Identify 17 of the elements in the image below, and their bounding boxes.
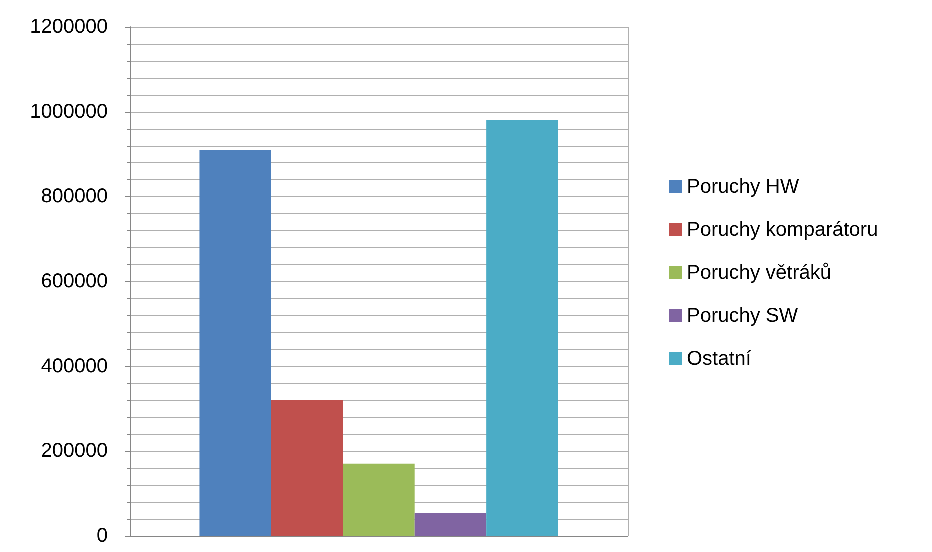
bar <box>343 464 415 536</box>
bar <box>486 120 558 536</box>
bar <box>200 150 272 536</box>
legend-label: Ostatní <box>687 348 752 370</box>
bar <box>271 400 344 536</box>
y-tick-label: 200000 <box>41 440 108 462</box>
y-tick-label: 1000000 <box>30 100 108 123</box>
y-tick-label: 0 <box>96 525 108 547</box>
legend-label: Poruchy SW <box>687 305 798 327</box>
bar <box>414 513 487 536</box>
y-tick-label: 600000 <box>41 270 108 292</box>
y-tick-label: 800000 <box>41 186 108 208</box>
legend-label: Poruchy HW <box>687 176 800 198</box>
legend-label: Poruchy větráků <box>687 262 832 284</box>
legend-label: Poruchy komparátoru <box>687 219 878 241</box>
y-tick-label: 1200000 <box>30 16 108 38</box>
y-tick-label: 400000 <box>41 355 108 378</box>
